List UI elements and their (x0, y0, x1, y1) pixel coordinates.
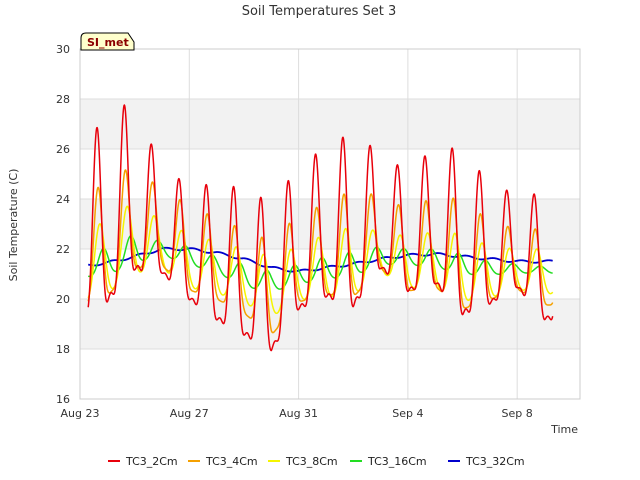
band-16 (80, 349, 580, 399)
band-28 (80, 49, 580, 99)
legend-label: TC3_2Cm (125, 455, 178, 468)
legend: TC3_2Cm TC3_4Cm TC3_8Cm TC3_16Cm TC3_32Cm (108, 455, 525, 468)
y-tick-label: 16 (56, 393, 70, 406)
y-tick-label: 20 (56, 293, 70, 306)
band-26 (80, 99, 580, 149)
chart-title: Soil Temperatures Set 3 (242, 4, 397, 19)
y-tick-label: 28 (56, 93, 70, 106)
legend-item-tc3-16cm: TC3_16Cm (350, 455, 427, 468)
plot-border (79, 48, 581, 400)
legend-item-tc3-4cm: TC3_4Cm (188, 455, 258, 468)
y-tick-label: 22 (56, 243, 70, 256)
legend-label: TC3_32Cm (465, 455, 525, 468)
x-axis-label: Time (550, 423, 578, 436)
band-18 (80, 299, 580, 349)
series-line-tc3-2cm (87, 104, 554, 352)
legend-label: TC3_16Cm (367, 455, 427, 468)
y-tick-label: 18 (56, 343, 70, 356)
band-22 (80, 199, 580, 249)
y-tick-label: 30 (56, 43, 70, 56)
legend-label: TC3_8Cm (285, 455, 338, 468)
legend-item-tc3-2cm: TC3_2Cm (108, 455, 178, 468)
x-tick-label: Aug 23 (61, 407, 100, 420)
y-tick-label: 24 (56, 193, 70, 206)
y-tick-label: 26 (56, 143, 70, 156)
y-axis-label: Soil Temperature (C) (7, 169, 20, 282)
x-tick-label: Sep 4 (392, 407, 423, 420)
background-bands (80, 49, 580, 399)
series-layer (87, 104, 554, 352)
legend-item-tc3-32cm: TC3_32Cm (448, 455, 525, 468)
legend-label: TC3_4Cm (205, 455, 258, 468)
site-badge: SI_met (80, 32, 135, 51)
x-tick-label: Aug 31 (279, 407, 318, 420)
x-tick-label: Aug 27 (170, 407, 209, 420)
legend-item-tc3-8cm: TC3_8Cm (268, 455, 338, 468)
site-badge-label: SI_met (87, 36, 129, 49)
y-tick-labels: 16 18 20 22 24 26 28 30 (56, 43, 70, 406)
x-tick-labels: Aug 23 Aug 27 Aug 31 Sep 4 Sep 8 (61, 407, 533, 420)
x-tick-label: Sep 8 (502, 407, 533, 420)
band-24 (80, 149, 580, 199)
